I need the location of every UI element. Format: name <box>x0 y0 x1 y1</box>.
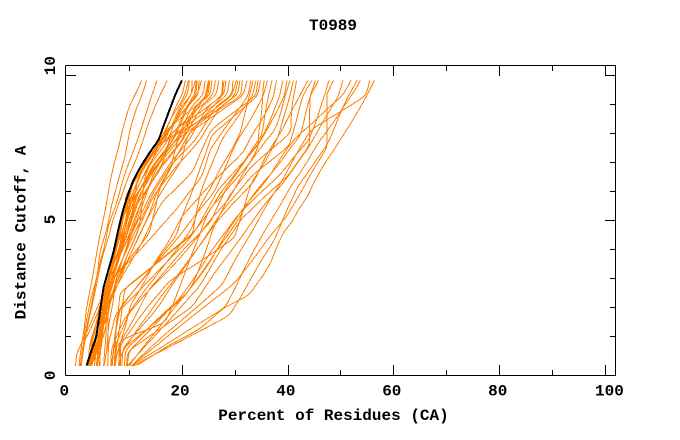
svg-text:Percent of Residues (CA): Percent of Residues (CA) <box>218 407 448 425</box>
svg-text:80: 80 <box>488 383 507 401</box>
svg-text:10: 10 <box>42 56 60 75</box>
svg-text:100: 100 <box>595 383 624 401</box>
svg-text:T0989: T0989 <box>309 17 357 35</box>
svg-text:0: 0 <box>59 383 69 401</box>
svg-text:0: 0 <box>42 370 60 380</box>
svg-text:5: 5 <box>42 215 60 225</box>
svg-text:40: 40 <box>276 383 295 401</box>
svg-text:60: 60 <box>382 383 401 401</box>
svg-text:Distance Cutoff, A: Distance Cutoff, A <box>13 145 31 319</box>
svg-text:20: 20 <box>170 383 189 401</box>
